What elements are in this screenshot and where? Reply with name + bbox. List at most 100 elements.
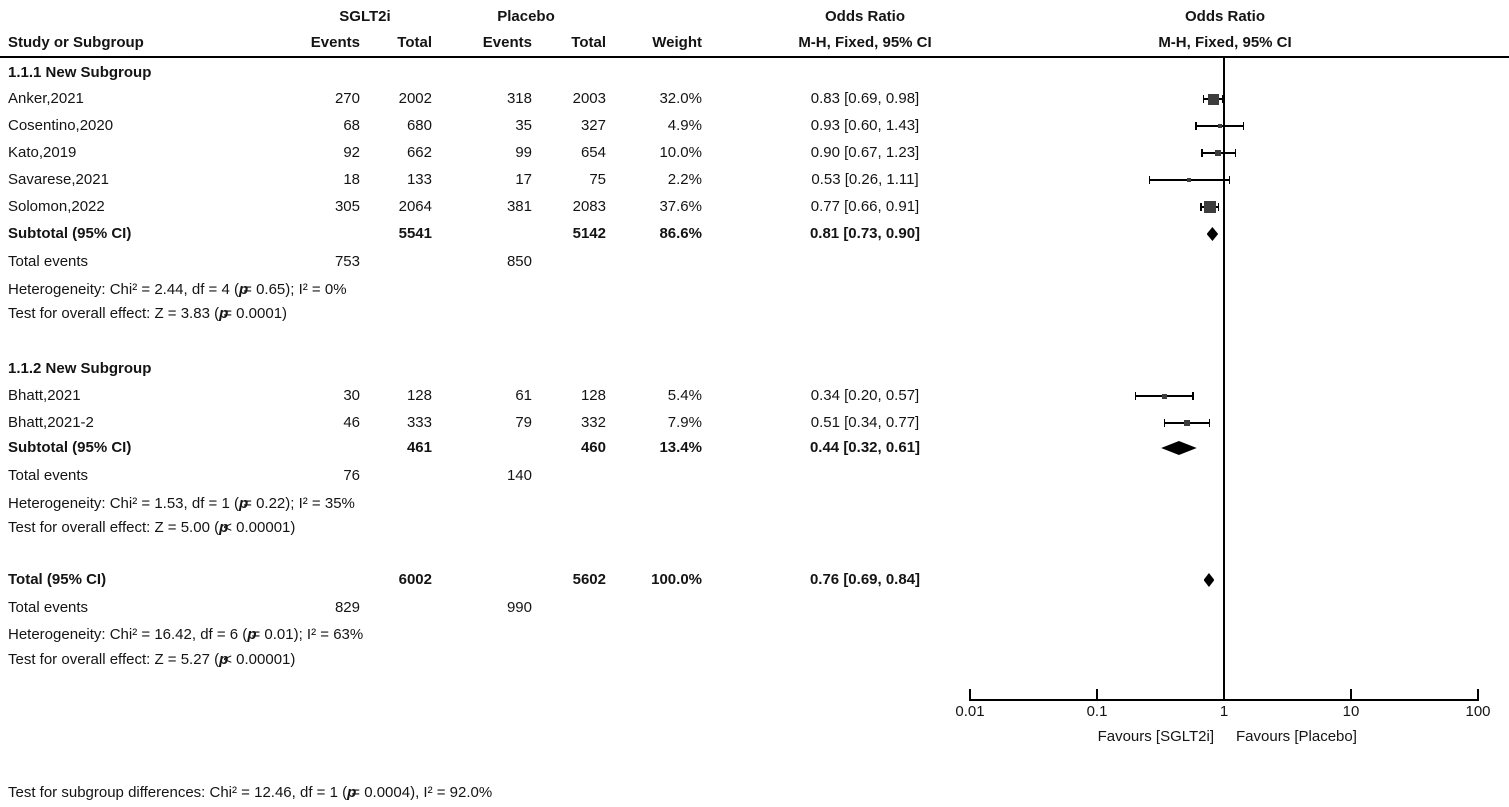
study-row: Anker,2021 270 2002 318 2003 32.0% 0.83 … [0,86,1509,112]
or-ci-text: 0.51 [0.34, 0.77] [810,414,920,431]
heterogeneity-note: Heterogeneity: Chi² = 2.44, df = 4 (p = … [0,277,1509,303]
overall-effect-note: Test for overall effect: Z = 5.00 (p < 0… [0,515,1509,541]
axis-tick-label: 0.1 [1086,703,1108,720]
heterogeneity-text: Heterogeneity: Chi² = 2.44, df = 4 (p = … [8,281,347,298]
study-row: Kato,2019 92 662 99 654 10.0% 0.90 [0.67… [0,140,1509,166]
axis-tick [1477,689,1479,701]
or-point-square [1161,393,1167,399]
study-row: Cosentino,2020 68 680 35 327 4.9% 0.93 [… [0,113,1509,139]
pooled-effect-diamond [1206,227,1219,241]
sglt2i-total: 2002 [398,90,432,107]
or-ci-text: 0.34 [0.20, 0.57] [810,387,920,404]
heterogeneity-text: Heterogeneity: Chi² = 16.42, df = 6 (p =… [8,626,364,643]
total-events-label: Total events [8,467,89,484]
weight-value: 32.0% [659,90,702,107]
subgroup-differences-note: Test for subgroup differences: Chi² = 12… [0,780,1509,806]
placebo-events: 61 [515,387,532,404]
ci-cap-right [1192,392,1194,400]
or-ci-text: 0.93 [0.60, 1.43] [810,117,920,134]
axis-tick [969,689,971,701]
favours-sglt2i-label: Favours [SGLT2i] [1097,728,1214,745]
placebo-total: 2003 [572,90,606,107]
no-effect-line [1223,58,1225,700]
overall-effect-note: Test for overall effect: Z = 5.27 (p < 0… [0,647,1509,673]
sglt2i-events: 76 [343,467,360,484]
header-column-row: Study or Subgroup Events Total Events To… [0,30,1509,56]
or-ci-text: 0.83 [0.69, 0.98] [810,90,920,107]
sglt2i-events: 305 [334,198,360,215]
or-ci-text: 0.44 [0.32, 0.61] [809,439,921,456]
placebo-total: 654 [580,144,606,161]
axis-tick-label: 0.01 [955,703,985,720]
weight-value: 5.4% [667,387,702,404]
study-name: Anker,2021 [8,90,84,107]
subtotal-label: Subtotal (95% CI) [8,439,132,456]
weight-value: 10.0% [659,144,702,161]
subtotal-label: Subtotal (95% CI) [8,225,132,242]
total-events-row: Total events 829 990 [0,595,1509,621]
overall-effect-text: Test for overall effect: Z = 3.83 (p = 0… [8,305,288,322]
sglt2i-events: 68 [343,117,360,134]
ci-cap-left [1200,203,1202,211]
study-row: Solomon,2022 305 2064 381 2083 37.6% 0.7… [0,194,1509,220]
placebo-total: 128 [580,387,606,404]
overall-effect-note: Test for overall effect: Z = 3.83 (p = 0… [0,301,1509,327]
sglt2i-total: 6002 [398,571,432,588]
total-events-label: Total events [8,253,89,270]
or-ci-text: 0.81 [0.73, 0.90] [809,225,921,242]
ci-cap-right [1222,95,1224,103]
study-row: Bhatt,2021-2 46 333 79 332 7.9% 0.51 [0.… [0,410,1509,436]
placebo-events: 318 [506,90,532,107]
col-header-mh-ci-text: M-H, Fixed, 95% CI [798,34,932,51]
header-group-row: SGLT2i Placebo Odds Ratio Odds Ratio [0,4,1509,30]
ci-cap-left [1195,122,1197,130]
heterogeneity-note: Heterogeneity: Chi² = 1.53, df = 1 (p = … [0,491,1509,517]
placebo-total: 332 [580,414,606,431]
ci-cap-left [1163,419,1166,427]
placebo-events: 99 [515,144,532,161]
ci-cap-left [1134,392,1137,400]
study-row: Bhatt,2021 30 128 61 128 5.4% 0.34 [0.20… [0,383,1509,409]
heterogeneity-note: Heterogeneity: Chi² = 16.42, df = 6 (p =… [0,622,1509,648]
overall-effect-text: Test for overall effect: Z = 5.00 (p < 0… [8,519,296,536]
col-header-sglt2i-events: Events [310,34,360,51]
col-group-odds-ratio-plot: Odds Ratio [1184,8,1265,25]
ci-cap-left [1149,176,1151,184]
or-point-square [1183,420,1190,426]
placebo-events: 381 [506,198,532,215]
ci-cap-right [1228,176,1231,184]
col-header-placebo-events: Events [482,34,532,51]
placebo-events: 990 [506,599,532,616]
weight-value: 86.6% [659,225,702,242]
favours-placebo-label: Favours [Placebo] [1236,728,1357,745]
subgroup-title-row: 1.1.1 New Subgroup [0,60,1509,86]
ci-cap-left [1201,149,1203,157]
study-name: Kato,2019 [8,144,77,161]
sglt2i-events: 829 [334,599,360,616]
subgroup-title: 1.1.2 New Subgroup [8,360,152,377]
placebo-events: 79 [515,414,532,431]
or-point-square [1215,150,1222,156]
total-events-label: Total events [8,599,89,616]
subgroup-title-row: 1.1.2 New Subgroup [0,356,1509,382]
placebo-total: 75 [589,171,606,188]
placebo-total: 460 [580,439,606,456]
sglt2i-events: 92 [343,144,360,161]
ci-cap-right [1208,419,1211,427]
col-header-placebo-total: Total [571,34,606,51]
sglt2i-events: 270 [334,90,360,107]
study-row: Savarese,2021 18 133 17 75 2.2% 0.53 [0.… [0,167,1509,193]
subgroup-differences-text: Test for subgroup differences: Chi² = 12… [8,784,493,801]
placebo-events: 850 [506,253,532,270]
sglt2i-total: 133 [406,171,432,188]
subgroup-title: 1.1.1 New Subgroup [8,64,152,81]
col-header-study: Study or Subgroup [8,34,144,51]
study-name: Savarese,2021 [8,171,109,188]
axis-tick [1350,689,1352,701]
or-ci-text: 0.76 [0.69, 0.84] [809,571,921,588]
sglt2i-events: 753 [334,253,360,270]
placebo-total: 2083 [572,198,606,215]
study-name: Cosentino,2020 [8,117,114,134]
